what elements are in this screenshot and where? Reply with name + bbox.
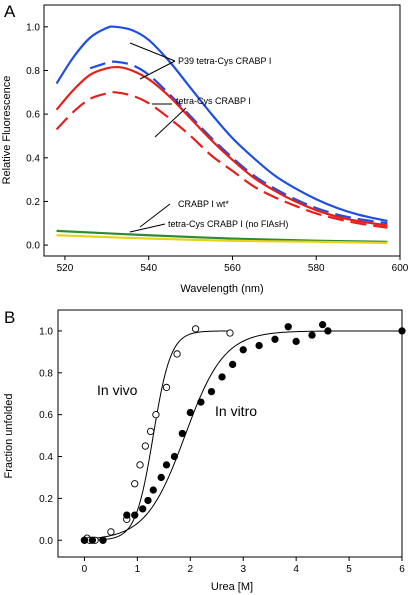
in-vivo-point <box>173 350 181 358</box>
in-vivo-point <box>226 329 234 337</box>
in-vivo-point <box>136 461 144 469</box>
panel-letter-b: B <box>4 308 15 327</box>
fit-curve-0 <box>81 330 230 541</box>
x-tick-label: 0 <box>82 564 88 575</box>
in-vitro-point <box>178 429 187 438</box>
x-tick-label: 3 <box>240 564 246 575</box>
anno-p39: P39 tetra-Cys CRABP I <box>178 56 271 66</box>
in-vitro-point <box>131 511 139 519</box>
panel-a-frame <box>43 4 401 257</box>
in-vivo-point <box>162 383 171 392</box>
y-tick-label: 0.6 <box>39 410 53 421</box>
y-tick-label: 0.6 <box>26 110 40 121</box>
label-in-vitro: In vitro <box>215 403 257 419</box>
in-vitro-point <box>139 505 147 513</box>
x-tick-label: 2 <box>188 564 194 575</box>
x-tick-label: 560 <box>224 263 241 274</box>
x-tick-label: 5 <box>346 564 352 575</box>
in-vitro-point <box>218 373 226 381</box>
in-vitro-point <box>88 536 97 544</box>
panel-b-frame <box>57 309 403 558</box>
in-vitro-point <box>186 408 194 417</box>
y-tick-label: 0.8 <box>39 368 53 379</box>
panel-b-x-title: Urea [M] <box>211 581 253 593</box>
y-tick-label: 1.0 <box>26 22 40 33</box>
panel-b-fits <box>81 330 402 541</box>
panel-b: B 0.0 0.2 0.4 0.6 0.8 1.0 0 1 2 3 4 5 6 Urea [M] Fr… <box>3 308 406 593</box>
x-tick-label: 540 <box>140 263 157 274</box>
in-vitro-point <box>398 327 406 335</box>
in-vitro-point <box>170 452 179 461</box>
x-tick-label: 580 <box>308 263 325 274</box>
in-vitro-point <box>162 461 171 469</box>
y-tick-label: 0.0 <box>26 241 40 252</box>
x-tick-label: 4 <box>293 564 299 575</box>
panel-a-y-axis: 0.0 0.2 0.4 0.6 0.8 1.0 <box>26 22 48 252</box>
series-line-1 <box>89 60 388 225</box>
in-vitro-point <box>144 496 152 505</box>
in-vitro-point <box>197 398 205 406</box>
x-tick-label: 600 <box>392 263 409 274</box>
y-tick-label: 0.8 <box>26 66 40 77</box>
in-vitro-point <box>324 327 332 335</box>
y-tick-label: 1.0 <box>39 326 53 337</box>
in-vitro-point <box>284 323 292 331</box>
label-in-vivo: In vivo <box>97 382 138 398</box>
series-line-5 <box>56 234 388 244</box>
in-vitro-point <box>157 473 165 482</box>
x-tick-label: 520 <box>57 263 74 274</box>
in-vitro-point <box>207 387 216 396</box>
x-tick-label: 6 <box>399 564 405 575</box>
panel-a-x-axis: 520 540 560 580 600 <box>57 256 409 274</box>
panel-b-y-axis: 0.0 0.2 0.4 0.6 0.8 1.0 <box>39 326 62 547</box>
x-tick-label: 1 <box>135 564 141 575</box>
in-vitro-point <box>149 486 157 494</box>
in-vivo-point <box>146 427 155 436</box>
anno-tetra: tetra-Cys CRABP I <box>176 96 251 106</box>
leader-p39-a <box>129 42 176 62</box>
panel-a-x-title: Wavelength (nm) <box>180 283 263 295</box>
anno-noflash: tetra-Cys CRABP I (no FlAsH) <box>168 219 288 229</box>
leader-wt <box>139 203 171 228</box>
y-tick-label: 0.4 <box>39 452 53 463</box>
anno-wt: CRABP I wt* <box>178 199 229 209</box>
leader-tetra-b <box>154 107 187 138</box>
fit-curve-1 <box>81 330 402 540</box>
panel-b-y-title: Fraction unfolded <box>3 394 15 479</box>
y-tick-label: 0.2 <box>39 494 53 505</box>
series-line-3 <box>55 91 388 229</box>
in-vitro-point <box>318 320 327 329</box>
in-vitro-point <box>123 511 131 519</box>
in-vitro-point <box>228 360 237 369</box>
series-line-2 <box>55 65 388 227</box>
panel-a: A 0.0 0.2 0.4 0.6 0.8 1.0 520 540 560 580 600 Wav… <box>1 2 409 295</box>
in-vitro-point <box>239 346 247 354</box>
in-vivo-point <box>191 325 200 333</box>
leader-noflash <box>129 223 166 233</box>
in-vitro-point <box>271 335 279 343</box>
in-vitro-point <box>99 536 107 544</box>
in-vitro-point <box>308 331 316 339</box>
panel-b-x-axis: 0 1 2 3 4 5 6 <box>82 557 405 575</box>
in-vitro-point <box>292 337 300 346</box>
panel-a-y-title: Relative Fluorescence <box>1 76 13 185</box>
y-tick-label: 0.2 <box>26 197 40 208</box>
in-vivo-point <box>141 442 149 450</box>
leader-p39-b <box>139 60 176 80</box>
in-vivo-point <box>152 411 160 419</box>
y-tick-label: 0.0 <box>39 536 53 547</box>
in-vivo-point <box>107 528 115 536</box>
panel-a-series <box>55 25 388 244</box>
in-vitro-point <box>80 536 89 544</box>
panel-b-points <box>80 320 406 544</box>
in-vivo-point <box>131 480 139 488</box>
in-vitro-point <box>255 341 263 350</box>
y-tick-label: 0.4 <box>26 153 40 164</box>
series-line-0 <box>55 25 388 223</box>
panel-letter-a: A <box>4 2 16 21</box>
